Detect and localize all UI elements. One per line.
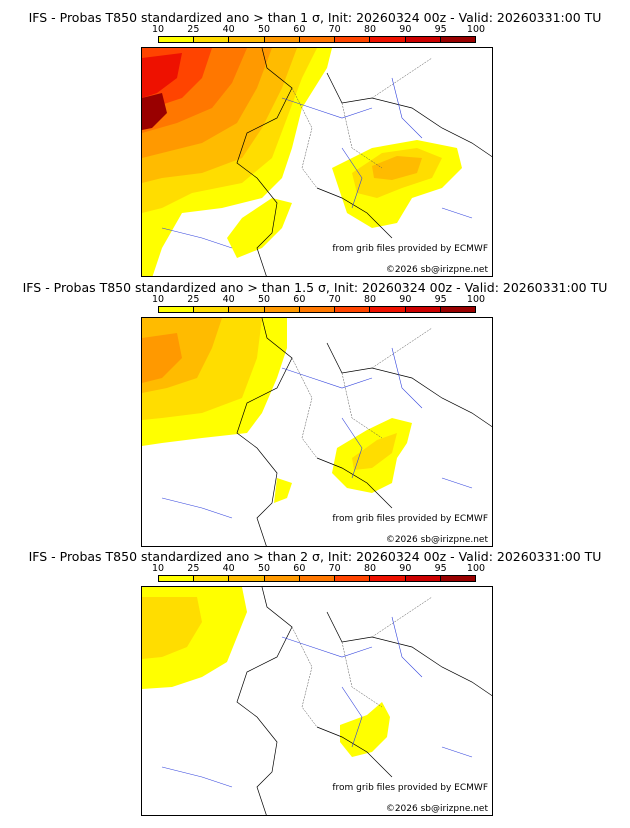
copyright-credit: ©2026 sb@irizpne.net: [385, 804, 488, 814]
colorbar-segment: [335, 576, 371, 581]
colorbar-segment: [370, 37, 406, 42]
panel-title: IFS - Probas T850 standardized ano > tha…: [22, 280, 608, 295]
colorbar-tick-label: 70: [328, 563, 341, 574]
colorbar-tick-label: 80: [363, 294, 377, 305]
colorbar-segment: [405, 37, 441, 42]
colorbar-segment: [335, 37, 371, 42]
colorbar-tick-label: 95: [434, 294, 447, 305]
colorbar-segment: [299, 576, 336, 581]
colorbar-segment: [194, 576, 230, 581]
colorbar-tick-label: 10: [151, 294, 165, 305]
colorbar-tick-label: 60: [293, 563, 306, 574]
panel-title: IFS - Probas T850 standardized ano > tha…: [28, 10, 602, 25]
colorbar-bar: [158, 306, 476, 313]
colorbar-segment: [229, 307, 265, 312]
colorbar-tick-label: 60: [293, 294, 306, 305]
colorbar-tick-label: 80: [363, 563, 377, 574]
colorbar-segment: [299, 37, 336, 42]
source-credit: from grib files provided by ECMWF: [332, 514, 488, 524]
colorbar-segment: [229, 576, 265, 581]
colorbar-bar: [158, 36, 476, 43]
colorbar-segment: [264, 37, 300, 42]
colorbar-tick-label: 10: [151, 24, 165, 35]
map-frame[interactable]: from grib files provided by ECMWF ©2026 …: [141, 47, 493, 277]
colorbar-segment: [335, 307, 371, 312]
map-graphic: [142, 48, 492, 276]
colorbar-tick-label: 95: [434, 24, 447, 35]
colorbar-tick-label: 70: [328, 294, 341, 305]
colorbar-tick-label: 80: [363, 24, 377, 35]
colorbar-segment: [440, 576, 475, 581]
colorbar-tick-label: 25: [187, 563, 200, 574]
colorbar-tick-label: 90: [399, 24, 412, 35]
colorbar-tick-label: 90: [399, 294, 412, 305]
panel-title: IFS - Probas T850 standardized ano > tha…: [28, 549, 602, 564]
colorbar-bar: [158, 575, 476, 582]
colorbar-segment: [264, 576, 300, 581]
probability-area-alps: [340, 702, 390, 757]
map-graphic: [142, 318, 492, 546]
map-frame[interactable]: from grib files provided by ECMWF ©2026 …: [141, 317, 493, 547]
colorbar-segment: [440, 37, 475, 42]
colorbar-tick-label: 100: [466, 24, 486, 35]
copyright-credit: ©2026 sb@irizpne.net: [385, 535, 488, 545]
colorbar-tick-label: 90: [399, 563, 412, 574]
colorbar-tick-label: 100: [466, 294, 486, 305]
colorbar-tick-label: 50: [257, 24, 271, 35]
colorbar-tick-label: 50: [257, 294, 271, 305]
colorbar-tick-label: 25: [187, 294, 200, 305]
map-graphic: [142, 587, 492, 815]
colorbar-segment: [194, 307, 230, 312]
colorbar-tick-label: 100: [466, 563, 486, 574]
colorbar-segment: [194, 37, 230, 42]
colorbar-segment: [264, 307, 300, 312]
colorbar-segment: [405, 576, 441, 581]
colorbar-tick-label: 40: [222, 24, 235, 35]
source-credit: from grib files provided by ECMWF: [332, 783, 488, 793]
colorbar-segment: [159, 576, 195, 581]
map-frame[interactable]: from grib files provided by ECMWF ©2026 …: [141, 586, 493, 816]
colorbar-segment: [159, 37, 195, 42]
copyright-credit: ©2026 sb@irizpne.net: [385, 265, 488, 275]
colorbar-tick-label: 60: [293, 24, 306, 35]
colorbar-tick-label: 70: [328, 24, 341, 35]
source-credit: from grib files provided by ECMWF: [332, 244, 488, 254]
colorbar-segment: [299, 307, 336, 312]
colorbar-segment: [370, 307, 406, 312]
colorbar-tick-label: 40: [222, 294, 235, 305]
colorbar-tick-label: 40: [222, 563, 235, 574]
colorbar-tick-label: 10: [151, 563, 165, 574]
colorbar-tick-label: 95: [434, 563, 447, 574]
colorbar-tick-label: 25: [187, 24, 200, 35]
colorbar-segment: [159, 307, 195, 312]
colorbar-segment: [229, 37, 265, 42]
probability-area-south: [227, 198, 292, 258]
colorbar-segment: [370, 576, 406, 581]
colorbar-segment: [440, 307, 475, 312]
colorbar-segment: [405, 307, 441, 312]
colorbar-tick-label: 50: [257, 563, 271, 574]
